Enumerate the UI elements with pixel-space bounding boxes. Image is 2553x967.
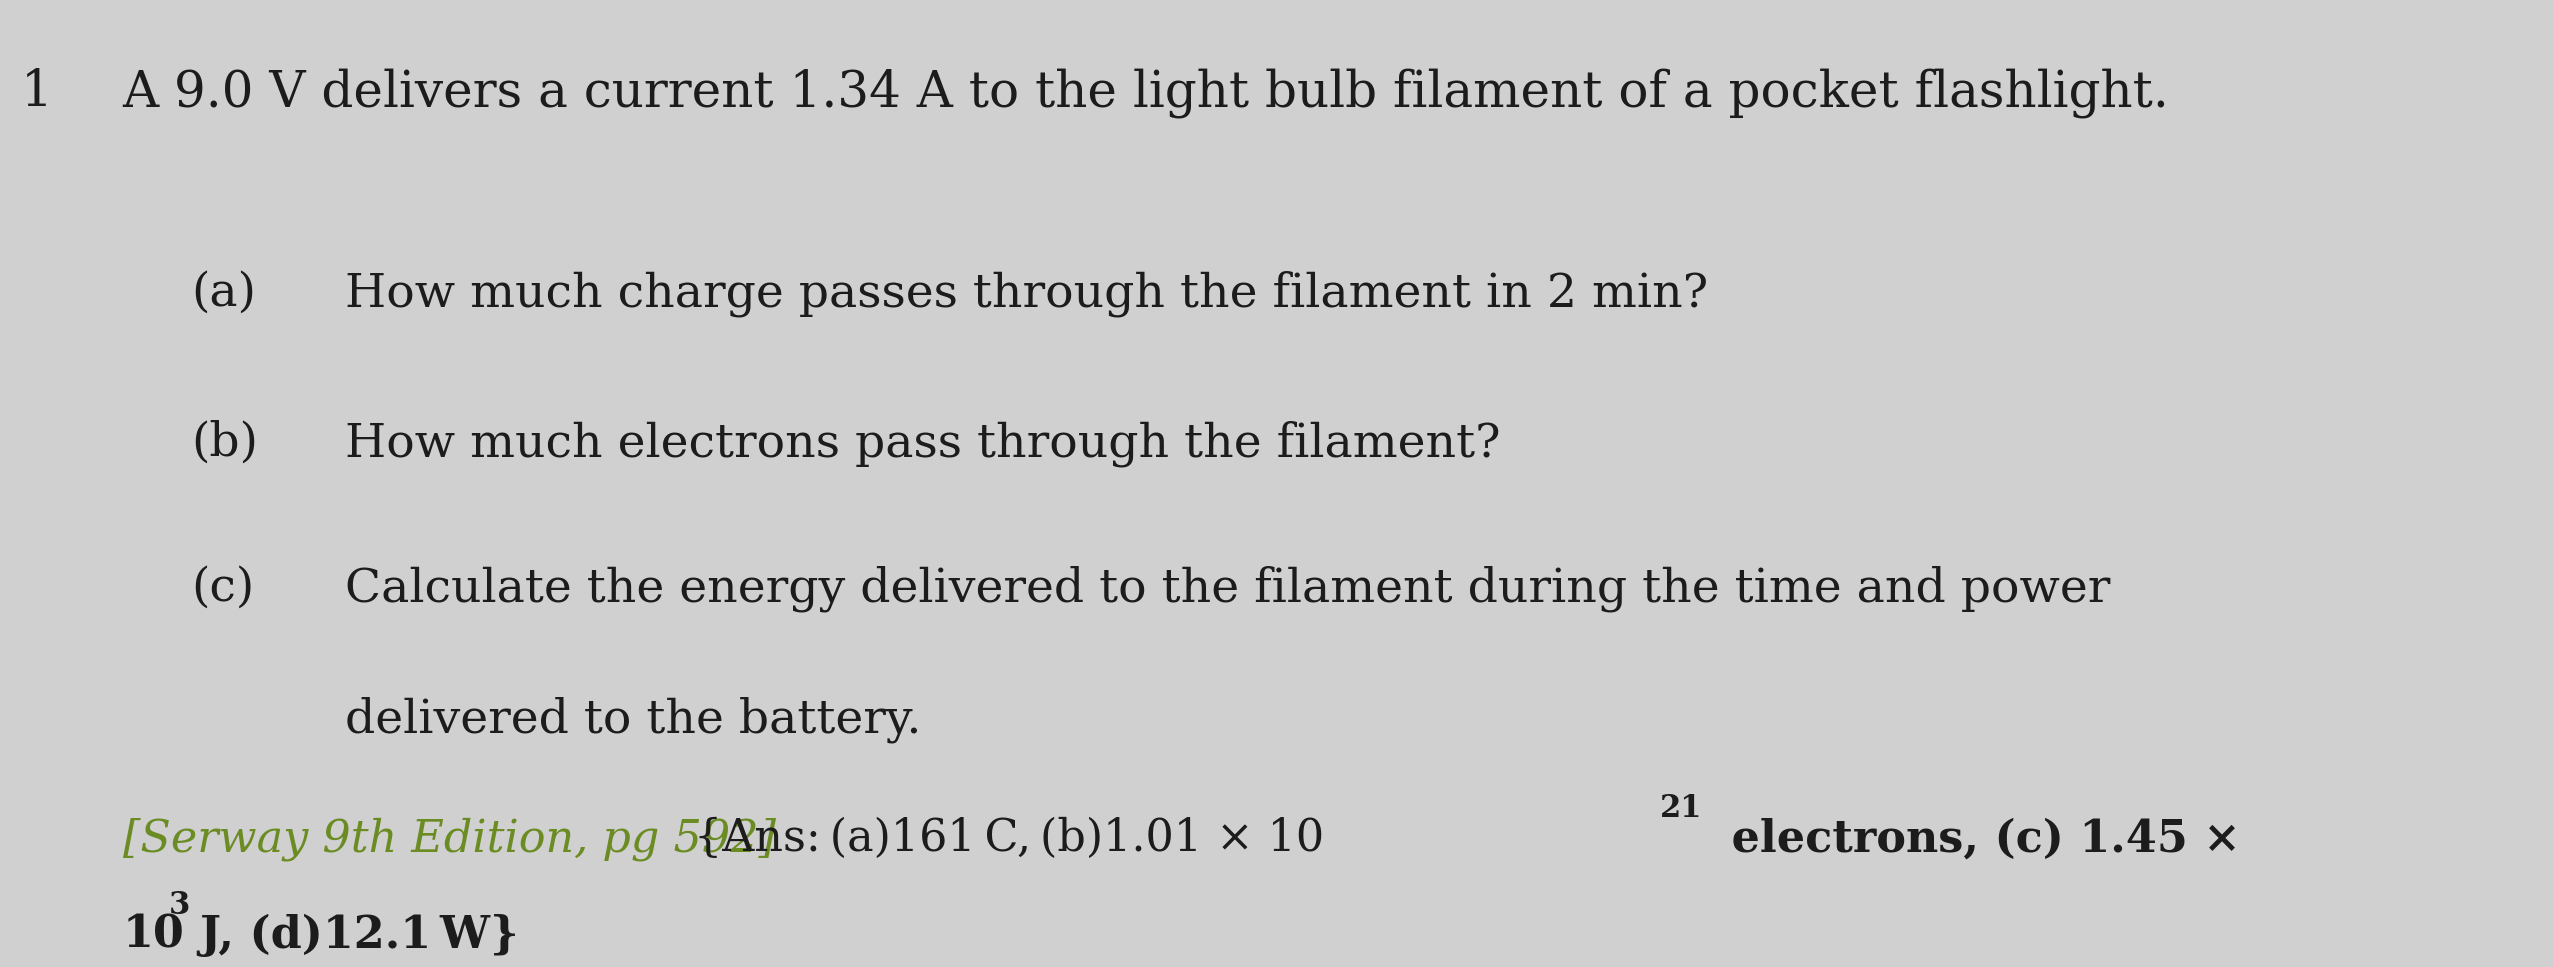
Text: J, (d)12.1 W}: J, (d)12.1 W} [199,914,518,957]
Text: Calculate the energy delivered to the filament during the time and power: Calculate the energy delivered to the fi… [345,566,2109,612]
Text: 21: 21 [1659,793,1703,824]
Text: (c): (c) [191,566,255,611]
Text: {Ans: (a)161 C, (b)1.01 × 10: {Ans: (a)161 C, (b)1.01 × 10 [694,817,1325,861]
Text: delivered to the battery.: delivered to the battery. [345,696,922,743]
Text: 10: 10 [123,914,184,956]
Text: 1: 1 [20,68,51,117]
Text: How much electrons pass through the filament?: How much electrons pass through the fila… [345,421,1501,467]
Text: electrons, (c) 1.45 ×: electrons, (c) 1.45 × [1716,817,2239,860]
Text: How much charge passes through the filament in 2 min?: How much charge passes through the filam… [345,271,1708,317]
Text: (a): (a) [191,271,255,316]
Text: [Serway 9th Edition, pg 592]: [Serway 9th Edition, pg 592] [123,817,776,861]
Text: 3: 3 [168,890,189,921]
Text: (b): (b) [191,421,258,466]
Text: A 9.0 V delivers a current 1.34 A to the light bulb filament of a pocket flashli: A 9.0 V delivers a current 1.34 A to the… [123,68,2170,118]
